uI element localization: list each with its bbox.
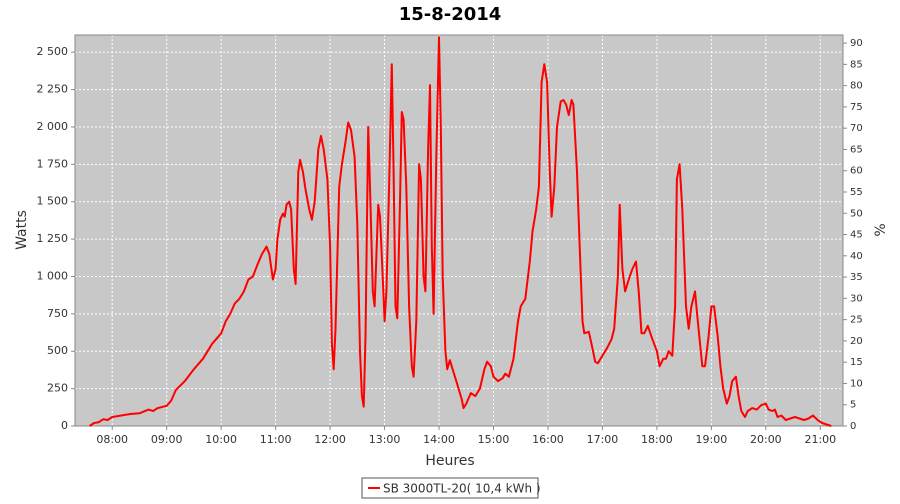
y2-tick-label: 20 xyxy=(850,336,863,347)
y-tick-label: 0 xyxy=(61,419,68,432)
x-axis-title: Heures xyxy=(425,453,474,469)
x-tick-label: 14:00 xyxy=(423,433,455,446)
y2-tick-label: 70 xyxy=(850,123,863,134)
y2-tick-label: 10 xyxy=(850,378,863,389)
y-tick-label: 1 000 xyxy=(37,269,69,282)
y-tick-label: 250 xyxy=(47,382,68,395)
plot-border xyxy=(74,34,844,427)
x-tick-label: 20:00 xyxy=(750,433,782,446)
y-tick-label: 750 xyxy=(47,307,68,320)
y2-tick-label: 60 xyxy=(850,166,863,177)
x-tick-label: 10:00 xyxy=(205,433,237,446)
y2-tick-label: 25 xyxy=(850,315,863,326)
y2-tick-label: 40 xyxy=(850,251,863,262)
y-tick-label: 500 xyxy=(47,344,68,357)
x-tick-label: 11:00 xyxy=(260,433,292,446)
y2-tick-label: 0 xyxy=(850,421,856,432)
y-tick-label: 2 000 xyxy=(37,120,69,133)
y2-tick-label: 65 xyxy=(850,144,863,155)
y-tick-label: 1 750 xyxy=(37,157,69,170)
y2-tick-label: 90 xyxy=(850,38,863,49)
y2-tick-label: 50 xyxy=(850,208,863,219)
y-tick-label: 1 250 xyxy=(37,232,69,245)
x-tick-label: 12:00 xyxy=(314,433,346,446)
x-tick-label: 08:00 xyxy=(96,433,128,446)
x-tick-label: 18:00 xyxy=(641,433,673,446)
y2-tick-label: 30 xyxy=(850,293,863,304)
y-tick-label: 1 500 xyxy=(37,195,69,208)
y2-tick-label: 35 xyxy=(850,272,863,283)
y2-tick-label: 80 xyxy=(850,81,863,92)
y2-tick-label: 85 xyxy=(850,59,863,70)
y-axis-title: Watts xyxy=(14,210,30,250)
x-tick-label: 15:00 xyxy=(478,433,510,446)
y-tick-label: 2 250 xyxy=(37,83,69,96)
y2-tick-label: 5 xyxy=(850,400,856,411)
chart-title: 15-8-2014 xyxy=(399,4,502,25)
y2-tick-label: 75 xyxy=(850,102,863,113)
x-tick-label: 13:00 xyxy=(369,433,401,446)
legend-label: SB 3000TL-20( 10,4 kWh ) xyxy=(383,482,541,496)
x-tick-label: 16:00 xyxy=(532,433,564,446)
y2-tick-label: 45 xyxy=(850,230,863,241)
legend-box xyxy=(361,477,539,499)
y2-tick-label: 55 xyxy=(850,187,863,198)
x-tick-label: 17:00 xyxy=(587,433,619,446)
y2-axis-title: % xyxy=(873,223,889,236)
x-tick-label: 21:00 xyxy=(804,433,836,446)
x-tick-label: 19:00 xyxy=(696,433,728,446)
y2-tick-label: 15 xyxy=(850,357,863,368)
y-tick-label: 2 500 xyxy=(37,45,69,58)
x-tick-label: 09:00 xyxy=(151,433,183,446)
plot-area xyxy=(75,35,843,426)
series-line xyxy=(88,36,832,427)
